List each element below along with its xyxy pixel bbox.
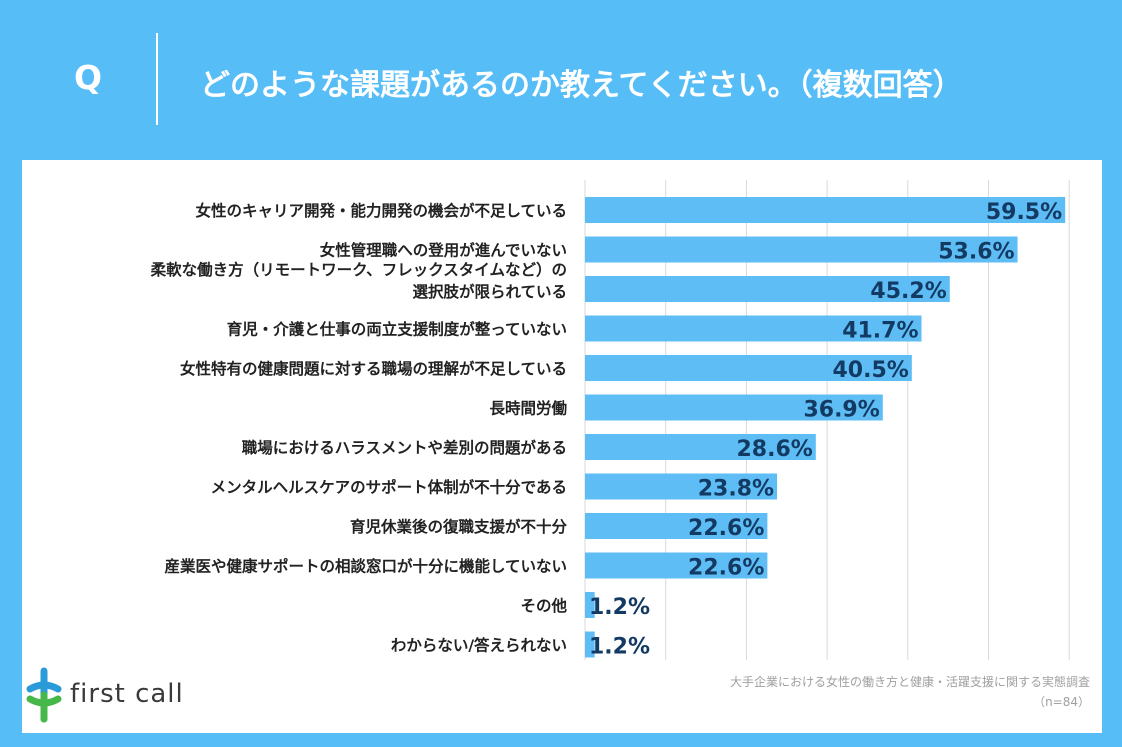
category-label: 柔軟な働き方（リモートワーク、フレックスタイムなど）の (151, 260, 567, 279)
bar (585, 513, 768, 539)
bar (585, 592, 595, 618)
value-label: 23.8% (698, 477, 774, 502)
value-label: 1.2% (589, 595, 650, 620)
bar (585, 355, 912, 381)
category-label: 育児・介護と仕事の両立支援制度が整っていない (227, 320, 567, 339)
bar (585, 473, 778, 500)
bar (585, 394, 883, 421)
bar (585, 434, 816, 460)
bar-chart: 59.5% 女性のキャリア開発・能力開発の機会が不足している 53.6% 女性管理職へ… (151, 180, 1070, 660)
category-label: 女性のキャリア開発・能力開発の機会が不足している (195, 201, 567, 220)
value-label: 28.6% (736, 437, 812, 462)
category-label: その他 (520, 596, 567, 615)
bar (585, 197, 1066, 223)
source-title: 大手企業における女性の働き方と健康・活躍支援に関する実態調査 (729, 675, 1090, 689)
logo-text: first call (70, 679, 184, 709)
value-label: 22.6% (688, 516, 764, 541)
value-label: 1.2% (589, 635, 650, 660)
plus-cross-logo-icon (26, 667, 62, 723)
sample-size: （n=84） (1033, 695, 1090, 709)
first-call-logo: first call (22, 665, 242, 725)
bar (585, 236, 1018, 263)
value-label: 45.2% (870, 279, 946, 304)
category-label: 職場におけるハラスメントや差別の問題がある (242, 438, 567, 457)
category-label: 女性特有の健康問題に対する職場の理解が不足している (180, 359, 567, 378)
value-label: 59.5% (986, 200, 1062, 225)
value-label: 41.7% (842, 319, 918, 344)
header: Q どのような課題があるのか教えてください。（複数回答） (0, 0, 1122, 158)
category-label: わからない/答えられない (391, 636, 567, 655)
chart-panel: 59.5% 女性のキャリア開発・能力開発の機会が不足している 53.6% 女性管理職へ… (22, 160, 1102, 733)
value-label: 53.6% (938, 240, 1014, 265)
bar (585, 631, 595, 658)
category-label: 選択肢が限られている (412, 282, 567, 301)
category-label: メンタルヘルスケアのサポート体制が不十分である (211, 478, 567, 497)
category-label: 女性管理職への登用が進んでいない (320, 241, 567, 260)
q-mark: Q (73, 58, 103, 97)
category-label: 産業医や健康サポートの相談窓口が十分に機能していない (164, 557, 567, 576)
bar (585, 552, 768, 579)
category-label: 長時間労働 (489, 399, 567, 418)
header-divider (156, 33, 158, 125)
question-title: どのような課題があるのか教えてください。（複数回答） (200, 68, 963, 103)
value-label: 36.9% (803, 398, 879, 423)
value-label: 22.6% (688, 556, 764, 581)
value-label: 40.5% (833, 358, 909, 383)
source-note: 大手企業における女性の働き方と健康・活躍支援に関する実態調査 （n=84） (530, 672, 1090, 712)
bar (585, 315, 922, 342)
bar (585, 276, 950, 302)
category-label: 育児休業後の復職支援が不十分 (350, 517, 568, 536)
